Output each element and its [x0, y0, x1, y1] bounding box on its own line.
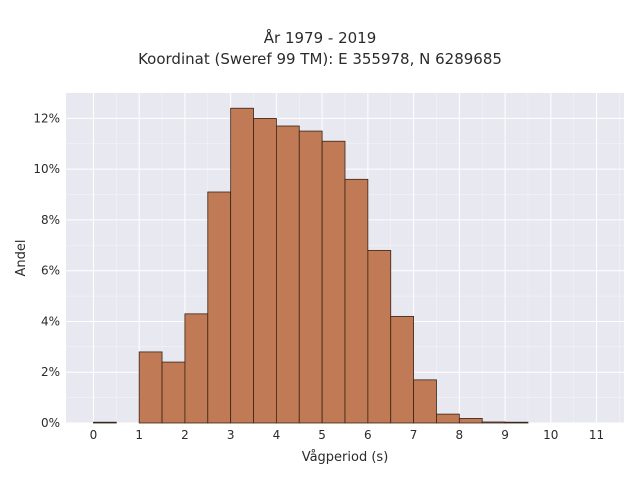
x-tick-label: 8 [456, 428, 464, 442]
x-tick-label: 1 [135, 428, 143, 442]
histogram-bar [138, 351, 163, 424]
x-tick-label: 5 [318, 428, 326, 442]
x-tick-label: 6 [364, 428, 372, 442]
x-tick-label: 11 [589, 428, 604, 442]
chart-title-line-1: År 1979 - 2019 [263, 29, 377, 47]
histogram-bar [504, 421, 529, 424]
x-tick-label: 7 [410, 428, 418, 442]
x-tick-label: 3 [227, 428, 235, 442]
histogram-bar [184, 313, 209, 424]
histogram-bar [253, 117, 277, 424]
histogram-bar [344, 178, 369, 424]
x-axis-label: Vågperiod (s) [302, 450, 389, 465]
histogram-bar [230, 107, 254, 424]
y-tick-label: 4% [41, 314, 60, 328]
histogram-bar [275, 125, 300, 424]
histogram-bar [161, 361, 186, 424]
chart-title-line-2: Koordinat (Sweref 99 TM): E 355978, N 62… [138, 50, 502, 68]
y-tick-label: 10% [33, 162, 60, 176]
y-tick-label: 0% [41, 416, 60, 430]
histogram-bar [481, 421, 506, 424]
histogram-bar [413, 379, 437, 424]
x-tick-label: 10 [543, 428, 558, 442]
x-tick-label: 4 [273, 428, 281, 442]
histogram-bar [390, 315, 415, 424]
histogram-bar [367, 249, 392, 424]
y-tick-label: 6% [41, 264, 60, 278]
x-tick-label: 2 [181, 428, 189, 442]
histogram-bar [93, 421, 117, 424]
y-tick-label: 8% [41, 213, 60, 227]
x-tick-label: 9 [501, 428, 509, 442]
histogram-bar [321, 140, 346, 424]
y-tick-label: 2% [41, 365, 60, 379]
y-axis-label: Andel [14, 240, 29, 277]
histogram-bar [207, 191, 232, 424]
y-tick-label: 12% [33, 111, 60, 125]
x-tick-label: 0 [90, 428, 98, 442]
histogram-bar [436, 413, 460, 424]
histogram-bar [298, 130, 323, 424]
histogram-bar [458, 418, 483, 424]
